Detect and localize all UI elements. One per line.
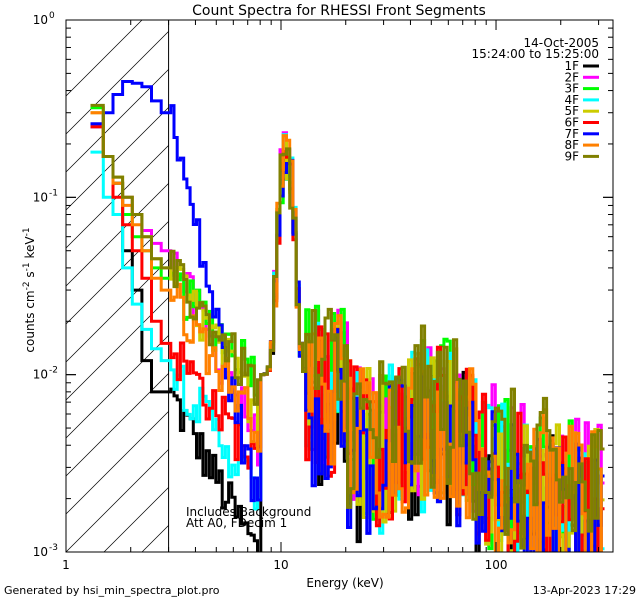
legend-label-4f: 4F [564,93,579,107]
y-tick-label: 10 [33,13,48,27]
y-axis-label: counts cm-2 s-1 keV-1 [22,227,37,352]
hatch-line [66,20,143,97]
y-tick-label: 10 [33,190,48,204]
y-tick-exponent: -1 [49,188,58,198]
legend-label-9f: 9F [564,149,579,163]
x-tick-label: 1 [62,558,70,572]
legend-label-2f: 2F [564,70,579,84]
plot-frame [65,19,614,553]
legend-label-3f: 3F [564,82,579,96]
time-range-label: 15:24:00 to 15:25:00 [472,47,599,61]
x-axis-label: Energy (keV) [306,576,383,590]
footer-generated-by: Generated by hsi_min_spectra_plot.pro [4,584,220,597]
y-tick-exponent: -3 [49,543,58,553]
x-tick-label: 100 [485,558,508,572]
y-tick-exponent: -2 [49,366,58,376]
y-tick-exponent: 0 [49,11,55,21]
date-label: 14-Oct-2005 [523,36,599,50]
y-tick-label: 10 [33,368,48,382]
chart-title: Count Spectra for RHESSI Front Segments [192,3,486,19]
series-line-9f [90,103,605,550]
legend-label-6f: 6F [564,116,579,130]
hatch-line [66,20,181,135]
legend-label-1f: 1F [564,59,579,73]
annotation-attenuator: Att A0, FDecim 1 [186,516,287,530]
legend-label-5f: 5F [564,104,579,118]
annotation-background: Includes Background [186,505,311,519]
series-layer [90,80,605,552]
footer-timestamp: 13-Apr-2023 17:29 [533,584,636,597]
x-tick-label: 10 [273,558,288,572]
hatch-line [66,20,219,173]
legend-label-7f: 7F [564,127,579,141]
y-tick-label: 10 [33,545,48,559]
legend-label-8f: 8F [564,138,579,152]
